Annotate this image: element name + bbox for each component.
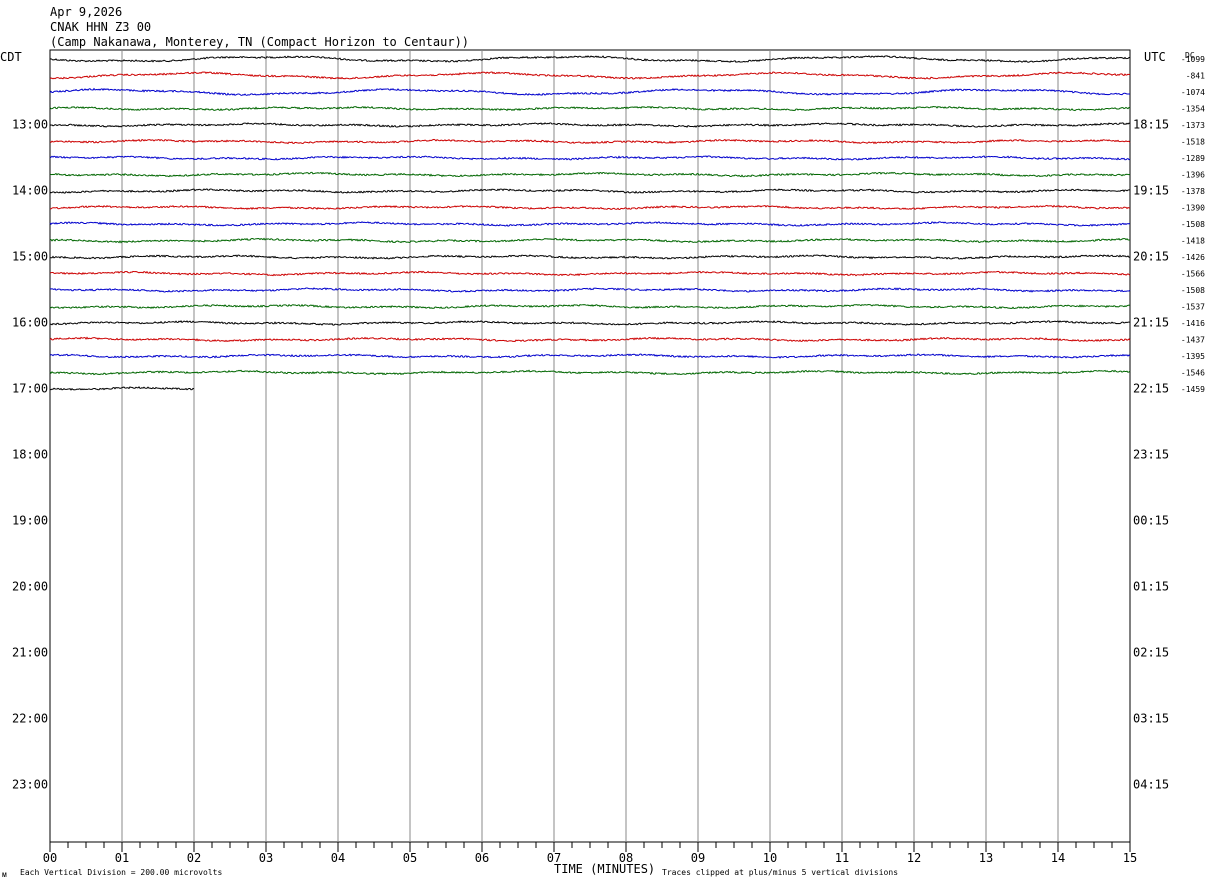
seismic-trace — [49, 336, 1131, 343]
seismic-trace — [49, 204, 1131, 211]
left-hour-label: 19:00 — [12, 514, 48, 528]
x-tick-label: 15 — [1123, 851, 1137, 865]
dc-offset-column: -1099 -841 -1074 -1354 -1373 -1518 -1289 -1396 -… — [1181, 55, 1205, 394]
x-tick-label: 10 — [763, 851, 777, 865]
right-hour-label: 20:15 — [1133, 250, 1169, 264]
dc-offset-label: -1537 — [1181, 303, 1205, 312]
dc-offset-label: -1546 — [1181, 369, 1205, 378]
right-hour-label: 01:15 — [1133, 580, 1169, 594]
left-hour-label: 21:00 — [12, 646, 48, 660]
dc-offset-label: -1416 — [1181, 319, 1205, 328]
right-hour-label: 04:15 — [1133, 778, 1169, 792]
seismic-trace — [49, 221, 1131, 227]
x-tick-label: 00 — [43, 851, 57, 865]
dc-offset-label: -1426 — [1181, 253, 1205, 262]
station-label: CNAK HHN Z3 00 — [50, 20, 151, 34]
logo-mark: ᴍ — [2, 870, 7, 879]
dc-offset-label: -1354 — [1181, 105, 1205, 114]
seismic-trace — [49, 270, 1131, 277]
x-tick-label: 05 — [403, 851, 417, 865]
seismic-trace — [49, 320, 1131, 326]
dc-offset-label: -1099 — [1181, 55, 1205, 64]
left-hour-label: 17:00 — [12, 382, 48, 396]
left-hour-label: 18:00 — [12, 448, 48, 462]
x-tick-label: 02 — [187, 851, 201, 865]
x-tick-label: 14 — [1051, 851, 1065, 865]
dc-offset-label: -1508 — [1181, 220, 1205, 229]
date-label: Apr 9,2026 — [50, 5, 122, 19]
dc-offset-label: -841 — [1186, 72, 1205, 81]
right-hour-label: 03:15 — [1133, 712, 1169, 726]
x-tick-label: 11 — [835, 851, 849, 865]
left-hour-label: 14:00 — [12, 184, 48, 198]
dc-offset-label: -1373 — [1181, 121, 1205, 130]
x-tick-label: 12 — [907, 851, 921, 865]
right-hour-label: 22:15 — [1133, 382, 1169, 396]
minute-grid — [121, 50, 1059, 842]
seismic-trace — [49, 71, 1131, 80]
dc-offset-label: -1390 — [1181, 204, 1205, 213]
x-tick-label: 08 — [619, 851, 633, 865]
left-hour-label: 16:00 — [12, 316, 48, 330]
dc-offset-label: -1418 — [1181, 237, 1205, 246]
left-hour-label: 15:00 — [12, 250, 48, 264]
x-tick-label: 04 — [331, 851, 345, 865]
dc-offset-label: -1508 — [1181, 286, 1205, 295]
dc-offset-label: -1074 — [1181, 88, 1205, 97]
scale-note: Each Vertical Division = 200.00 microvol… — [20, 868, 222, 877]
dc-offset-label: -1518 — [1181, 138, 1205, 147]
seismic-trace — [49, 105, 1131, 112]
seismic-trace — [49, 171, 1131, 178]
left-timezone-label: CDT — [0, 50, 22, 64]
right-timezone-label: UTC — [1144, 50, 1166, 64]
dc-offset-label: -1459 — [1181, 385, 1205, 394]
seismic-trace — [49, 303, 1131, 310]
seismic-trace — [49, 386, 195, 391]
x-tick-label: 03 — [259, 851, 273, 865]
right-hour-axis: 18:15 19:15 20:15 21:15 22:15 23:15 00:15 01:15… — [1133, 118, 1169, 792]
plot-frame — [49, 49, 1131, 843]
seismic-trace — [49, 188, 1131, 194]
x-tick-label: 06 — [475, 851, 489, 865]
seismic-trace — [49, 155, 1131, 161]
dc-offset-label: -1395 — [1181, 352, 1205, 361]
left-hour-label: 20:00 — [12, 580, 48, 594]
seismic-trace — [49, 87, 1131, 96]
clip-note: Traces clipped at plus/minus 5 vertical … — [662, 868, 898, 877]
location-label: (Camp Nakanawa, Monterey, TN (Compact Ho… — [50, 35, 469, 49]
x-tick-label: 01 — [115, 851, 129, 865]
trace-group — [49, 55, 1131, 391]
right-hour-label: 23:15 — [1133, 448, 1169, 462]
right-hour-label: 21:15 — [1133, 316, 1169, 330]
seismic-trace — [49, 122, 1131, 128]
dc-offset-label: -1396 — [1181, 171, 1205, 180]
dc-offset-label: -1378 — [1181, 187, 1205, 196]
right-hour-label: 02:15 — [1133, 646, 1169, 660]
dc-header-label: DC — [1185, 51, 1195, 60]
left-hour-label: 22:00 — [12, 712, 48, 726]
right-hour-label: 00:15 — [1133, 514, 1169, 528]
right-hour-label: 19:15 — [1133, 184, 1169, 198]
left-hour-axis: 13:00 14:00 15:00 16:00 17:00 18:00 19:00 20:00… — [12, 118, 48, 792]
seismic-trace — [49, 353, 1131, 359]
x-axis-title: TIME (MINUTES) — [554, 862, 655, 876]
x-axis: 00 01 02 03 04 05 06 07 08 09 10 11 12 13 14 15 — [43, 842, 1137, 865]
dc-offset-label: -1566 — [1181, 270, 1205, 279]
dc-offset-label: -1289 — [1181, 154, 1205, 163]
x-tick-label: 07 — [547, 851, 561, 865]
right-hour-label: 18:15 — [1133, 118, 1169, 132]
seismic-trace — [49, 55, 1131, 63]
seismic-trace — [49, 369, 1131, 376]
left-hour-label: 13:00 — [12, 118, 48, 132]
seismic-trace — [49, 237, 1131, 244]
dc-offset-label: -1437 — [1181, 336, 1205, 345]
left-hour-label: 23:00 — [12, 778, 48, 792]
seismic-trace — [49, 287, 1131, 293]
seismic-trace — [49, 254, 1131, 260]
x-tick-label: 09 — [691, 851, 705, 865]
seismic-trace — [49, 138, 1131, 145]
x-tick-label: 13 — [979, 851, 993, 865]
